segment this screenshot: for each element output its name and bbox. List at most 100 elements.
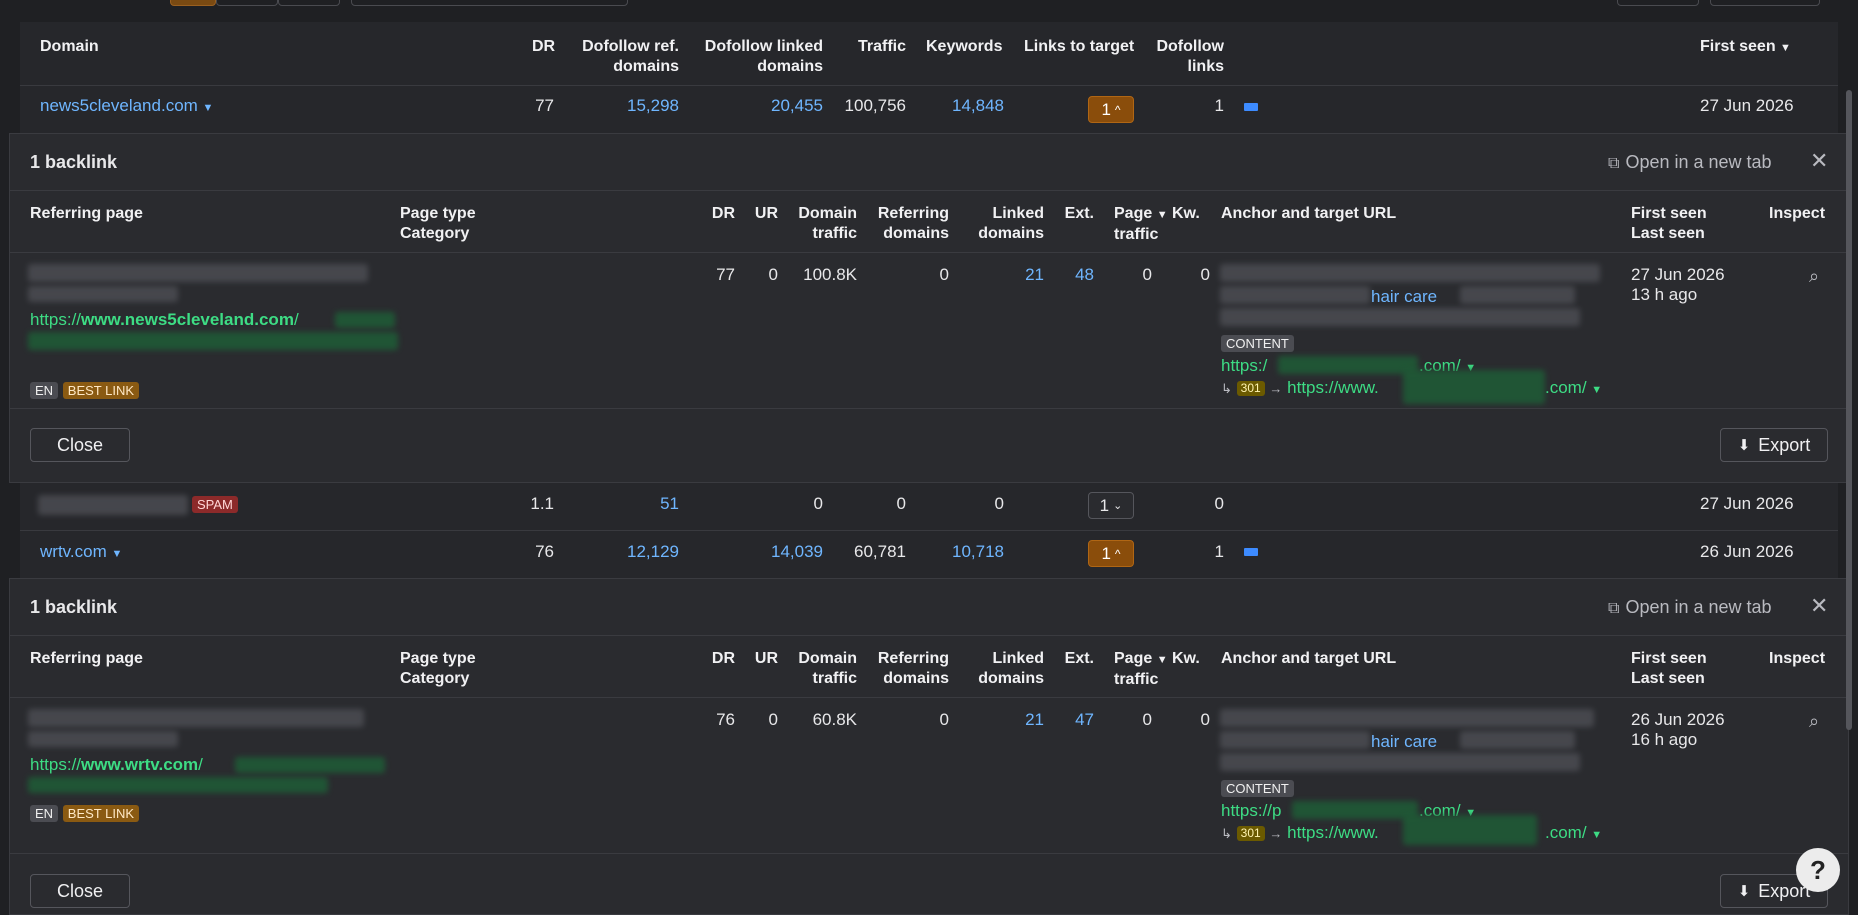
- col-header-links-to-target[interactable]: Links to target: [1024, 38, 1135, 55]
- content-badge-wrap: CONTENT: [1221, 778, 1294, 798]
- target-url[interactable]: https:/: [1221, 356, 1267, 376]
- target-url[interactable]: https://p: [1221, 801, 1281, 821]
- cell-ref-domains[interactable]: 51: [660, 494, 679, 513]
- toolbar-button[interactable]: [1710, 0, 1820, 6]
- search-icon[interactable]: ⌕: [1809, 711, 1820, 731]
- header-line: Dofollow ref.: [582, 38, 679, 55]
- cell-ext[interactable]: 48: [1075, 265, 1094, 284]
- links-to-target-toggle[interactable]: 1 ^: [1088, 540, 1134, 567]
- domain-link[interactable]: wrtv.com: [40, 542, 107, 561]
- col-header-domain-traffic[interactable]: Domain traffic: [790, 204, 857, 244]
- col-header-dr[interactable]: DR: [532, 38, 556, 55]
- dropdown-caret-icon[interactable]: ▼: [1591, 829, 1603, 841]
- referring-page-url[interactable]: https://www.wrtv.com/: [30, 755, 203, 775]
- cell-linked-domains[interactable]: 21: [1025, 265, 1044, 284]
- col-header-linked-domains[interactable]: Linked domains: [960, 649, 1044, 689]
- redirect-code-badge: 301: [1236, 826, 1265, 842]
- cell-ext[interactable]: 47: [1075, 710, 1094, 729]
- anchor-text: hair care: [1371, 732, 1438, 751]
- links-to-target-toggle[interactable]: 1 ⌄: [1088, 492, 1134, 519]
- close-icon[interactable]: ✕: [1810, 148, 1829, 173]
- col-header-referring-domains[interactable]: Referring domains: [870, 204, 949, 244]
- col-header-page-traffic[interactable]: Page ▼ traffic: [1114, 649, 1168, 690]
- sort-desc-icon: ▼: [1780, 42, 1791, 54]
- dropdown-caret-icon[interactable]: ▼: [1591, 384, 1603, 396]
- domain-link[interactable]: news5cleveland.com: [40, 96, 198, 115]
- col-header-dofollow-linked-domains[interactable]: Dofollow linked domains: [690, 37, 823, 77]
- col-header-linked-domains[interactable]: Linked domains: [960, 204, 1044, 244]
- open-new-tab-link[interactable]: ⧉ Open in a new tab: [1608, 152, 1772, 173]
- toolbar-button[interactable]: [1617, 0, 1699, 6]
- dropdown-caret-icon[interactable]: ▼: [202, 102, 214, 114]
- col-header-anchor[interactable]: Anchor and target URL: [1221, 650, 1397, 667]
- redirect-line: ↳ 301 → https://www.: [1221, 378, 1379, 398]
- content-badge-wrap: CONTENT: [1221, 333, 1294, 353]
- col-header-dofollow-ref-domains[interactable]: Dofollow ref. domains: [560, 37, 679, 77]
- col-header-dr[interactable]: DR: [711, 205, 735, 222]
- close-button[interactable]: Close: [30, 428, 130, 462]
- cell-domain-traffic: 100.8K: [803, 265, 857, 284]
- dropdown-caret-icon[interactable]: ▼: [1465, 807, 1477, 819]
- header-line: Category: [400, 670, 470, 687]
- filter-dropdown[interactable]: [351, 0, 628, 6]
- redirect-url-end[interactable]: .com/ ▼: [1545, 378, 1602, 398]
- cell-keywords[interactable]: 14,848: [952, 96, 1004, 115]
- filter-segment-active[interactable]: [170, 0, 216, 6]
- col-header-referring-domains[interactable]: Referring domains: [870, 649, 949, 689]
- filter-segment[interactable]: [278, 0, 340, 6]
- cell-linked-domains[interactable]: 21: [1025, 710, 1044, 729]
- dropdown-caret-icon[interactable]: ▼: [1465, 362, 1477, 374]
- seen-dates: 27 Jun 2026 13 h ago: [1631, 265, 1725, 305]
- cell-linked-domains[interactable]: 14,039: [771, 542, 823, 561]
- col-header-page-traffic[interactable]: Page ▼ traffic: [1114, 204, 1168, 245]
- header-line: Page: [1114, 650, 1153, 667]
- help-button[interactable]: ?: [1796, 848, 1840, 892]
- col-header-kw[interactable]: Kw.: [1172, 205, 1200, 222]
- col-header-domain[interactable]: Domain: [40, 38, 99, 55]
- redirect-url-prefix[interactable]: https://www.: [1287, 823, 1379, 842]
- cell-keywords[interactable]: 10,718: [952, 542, 1004, 561]
- filter-segment[interactable]: [216, 0, 278, 6]
- col-header-dr[interactable]: DR: [711, 650, 735, 667]
- spam-badge-wrap: SPAM: [192, 494, 238, 514]
- cell-ref-domains[interactable]: 12,129: [627, 542, 679, 561]
- close-button[interactable]: Close: [30, 874, 130, 908]
- cell-first-seen: 27 Jun 2026: [1700, 96, 1794, 115]
- target-url-prefix: https:/: [1221, 356, 1268, 375]
- col-header-page-type[interactable]: Page type Category: [400, 649, 476, 689]
- col-header-referring-page[interactable]: Referring page: [30, 650, 143, 667]
- dropdown-caret-icon[interactable]: ▼: [111, 548, 123, 560]
- col-header-anchor[interactable]: Anchor and target URL: [1221, 205, 1397, 222]
- open-new-tab-link[interactable]: ⧉ Open in a new tab: [1608, 597, 1772, 618]
- col-header-dofollow-links[interactable]: Dofollow links: [1140, 37, 1224, 77]
- cell-ref-domains[interactable]: 15,298: [627, 96, 679, 115]
- col-header-seen[interactable]: First seen Last seen: [1631, 649, 1707, 689]
- language-badge: EN: [30, 805, 59, 823]
- col-header-first-seen[interactable]: First seen ▼: [1700, 37, 1791, 58]
- col-header-seen[interactable]: First seen Last seen: [1631, 204, 1707, 244]
- col-header-ur[interactable]: UR: [754, 205, 778, 222]
- col-header-ur[interactable]: UR: [754, 650, 778, 667]
- links-to-target-toggle[interactable]: 1 ^: [1088, 96, 1134, 123]
- cell-linked-domains[interactable]: 20,455: [771, 96, 823, 115]
- redirect-url-prefix[interactable]: https://www.: [1287, 378, 1379, 397]
- col-header-keywords[interactable]: Keywords: [926, 38, 1003, 55]
- col-header-ext[interactable]: Ext.: [1064, 650, 1094, 667]
- export-button[interactable]: ⬇ Export: [1720, 874, 1828, 908]
- referring-page-url[interactable]: https://www.news5cleveland.com/: [30, 310, 299, 330]
- col-header-page-type[interactable]: Page type Category: [400, 204, 476, 244]
- cell-page-traffic: 0: [1142, 265, 1152, 284]
- col-header-kw[interactable]: Kw.: [1172, 650, 1200, 667]
- vertical-scrollbar[interactable]: [1846, 90, 1852, 730]
- col-header-domain-traffic[interactable]: Domain traffic: [790, 649, 857, 689]
- redirect-url-end[interactable]: .com/ ▼: [1545, 823, 1602, 843]
- export-button[interactable]: ⬇ Export: [1720, 428, 1828, 462]
- anchor-text: hair care: [1371, 287, 1438, 306]
- best-link-badge: BEST LINK: [62, 805, 140, 823]
- close-icon[interactable]: ✕: [1810, 593, 1829, 618]
- redacted-url: [335, 312, 395, 328]
- col-header-traffic[interactable]: Traffic: [857, 38, 906, 55]
- col-header-referring-page[interactable]: Referring page: [30, 205, 143, 222]
- search-icon[interactable]: ⌕: [1809, 266, 1820, 286]
- col-header-ext[interactable]: Ext.: [1064, 205, 1094, 222]
